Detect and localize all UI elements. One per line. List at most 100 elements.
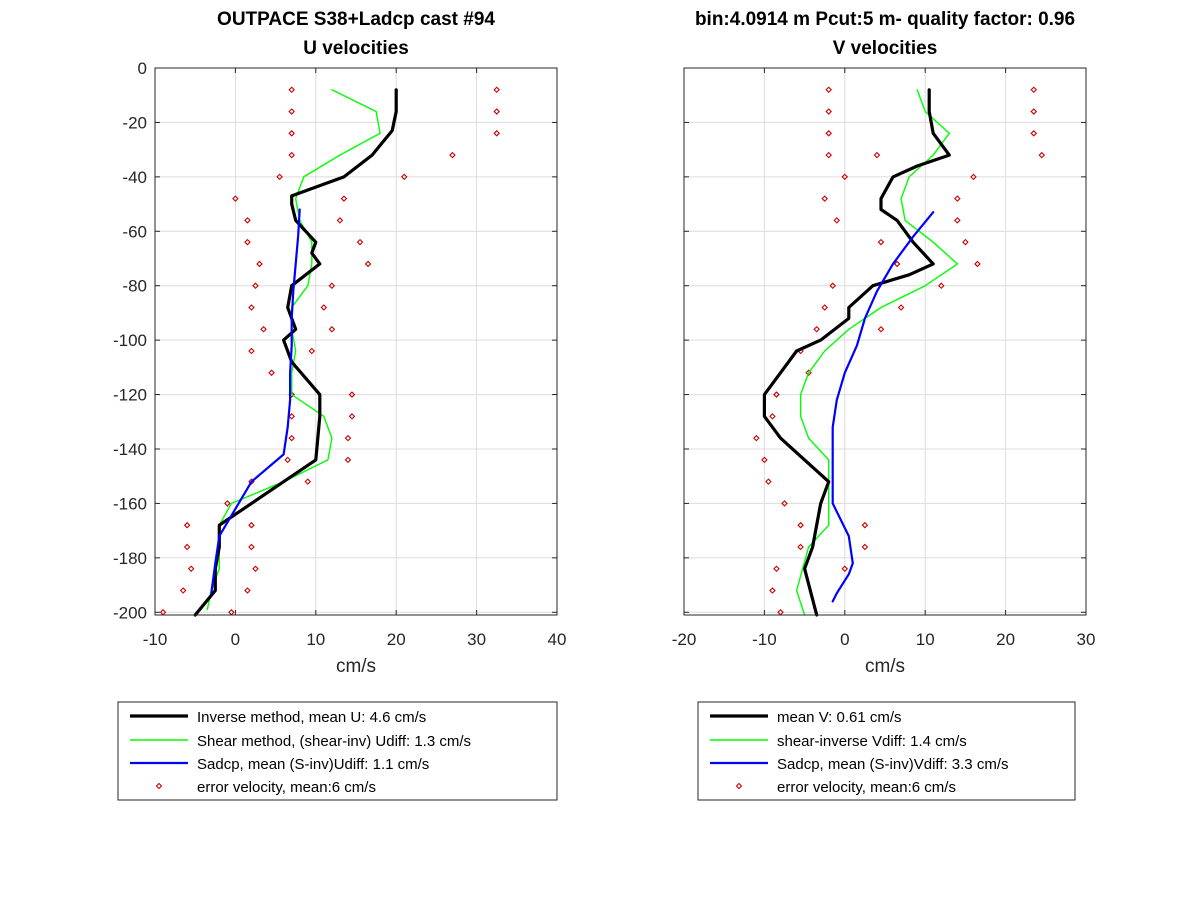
- u-error-marker: [336, 217, 344, 224]
- u-error-marker: [284, 456, 291, 464]
- u-xtick-label: 30: [467, 630, 486, 649]
- u-error-marker: [244, 217, 251, 224]
- v-error-marker: [825, 151, 832, 159]
- v-error-marker: [861, 543, 869, 551]
- v-error-marker: [753, 434, 760, 442]
- v-error-marker: [821, 195, 828, 202]
- v-error-marker: [877, 238, 885, 246]
- v-error-marker: [1030, 108, 1038, 115]
- v-error-marker: [1030, 86, 1038, 94]
- u-error-marker: [183, 521, 191, 529]
- v-plot-xlabel: cm/s: [865, 656, 905, 677]
- u-ytick-label: -120: [113, 386, 147, 405]
- u-ytick-label: -40: [122, 168, 147, 187]
- v-error-marker: [781, 500, 788, 507]
- u-xtick-label: 0: [231, 630, 240, 649]
- v-sadcp-line: [831, 211, 935, 603]
- u-error-marker: [179, 587, 187, 594]
- u-error-marker: [288, 151, 295, 159]
- v-error-marker: [1038, 151, 1046, 159]
- u-ytick-label: 0: [138, 59, 147, 78]
- v-error-marker: [873, 151, 881, 159]
- v-error-marker: [765, 478, 772, 485]
- u-error-marker: [224, 500, 231, 507]
- u-ytick-label: -80: [122, 277, 147, 296]
- v-error-marker: [797, 543, 804, 551]
- u-error-marker: [260, 325, 267, 333]
- u-legend-label-inverse: Inverse method, mean U: 4.6 cm/s: [197, 709, 426, 726]
- v-error-marker: [825, 130, 832, 137]
- v-error-marker: [769, 587, 776, 594]
- v-inverse-line: [762, 88, 951, 617]
- v-legend-label-sadcp: Sadcp, mean (S-inv)Vdiff: 3.3 cm/s: [777, 756, 1008, 773]
- u-xtick-label: -10: [143, 630, 168, 649]
- u-sadcp-line: [210, 208, 301, 595]
- u-ytick-label: -200: [113, 603, 147, 622]
- u-xtick-label: 10: [306, 630, 325, 649]
- v-error-marker: [1030, 130, 1038, 137]
- u-error-marker: [320, 304, 328, 311]
- v-legend-box: [697, 701, 1076, 801]
- v-error-marker: [833, 217, 841, 224]
- v-error-marker: [805, 369, 812, 377]
- u-error-marker: [449, 151, 456, 159]
- u-error-marker: [288, 413, 295, 420]
- u-legend-box: [117, 701, 558, 801]
- u-error-marker: [288, 130, 295, 137]
- v-error-marker: [861, 521, 869, 529]
- u-error-marker: [244, 238, 251, 246]
- u-error-marker: [276, 173, 283, 181]
- u-error-marker: [248, 304, 255, 311]
- v-xtick-label: 0: [840, 630, 849, 649]
- u-xtick-label: 20: [387, 630, 406, 649]
- u-error-marker: [248, 521, 255, 529]
- u-error-marker: [244, 587, 251, 594]
- u-error-marker: [328, 325, 336, 333]
- u-plot-title-line1: OUTPACE S38+Ladcp cast #94: [217, 9, 495, 30]
- u-error-marker: [187, 565, 195, 573]
- v-error-marker: [813, 325, 820, 333]
- u-ytick-label: -60: [122, 222, 147, 241]
- u-error-marker: [252, 565, 259, 573]
- u-error-marker: [248, 543, 255, 551]
- u-error-marker: [288, 434, 295, 442]
- u-error-marker: [183, 543, 191, 551]
- u-error-marker: [288, 86, 295, 94]
- v-error-marker: [841, 173, 849, 181]
- u-ytick-label: -100: [113, 331, 147, 350]
- u-ytick-label: -160: [113, 494, 147, 513]
- v-plot-title-line2: V velocities: [833, 38, 938, 59]
- v-xtick-label: 30: [1077, 630, 1096, 649]
- u-error-marker: [344, 434, 352, 442]
- v-xtick-label: -20: [672, 630, 697, 649]
- u-error-marker: [256, 260, 263, 268]
- u-error-marker: [288, 108, 295, 115]
- u-ytick-label: -20: [122, 113, 147, 132]
- u-error-marker: [348, 391, 356, 398]
- u-plot-legend: Inverse method, mean U: 4.6 cm/s Shear m…: [117, 701, 558, 801]
- v-error-marker: [773, 565, 780, 573]
- v-velocity-plot: bin:4.0914 m Pcut:5 m- quality factor: 0…: [672, 9, 1096, 801]
- v-error-marker: [773, 391, 780, 398]
- u-error-marker: [248, 347, 255, 355]
- u-ytick-label: -180: [113, 549, 147, 568]
- u-velocity-plot: OUTPACE S38+Ladcp cast #94 U velocities …: [113, 9, 566, 801]
- u-plot-series: [159, 86, 500, 617]
- u-xtick-label: 40: [548, 630, 567, 649]
- v-error-marker: [769, 413, 776, 420]
- u-legend-label-shear: Shear method, (shear-inv) Udiff: 1.3 cm/…: [197, 733, 471, 750]
- v-plot-grid: [684, 68, 1086, 615]
- v-error-marker: [954, 217, 961, 224]
- v-legend-label-shear: shear-inverse Vdiff: 1.4 cm/s: [777, 733, 967, 750]
- u-plot-ticks: -10 0 10 20 30 400-20-40-60-80-100-120-140-16…: [113, 59, 566, 649]
- u-plot-frame: [154, 67, 558, 616]
- v-legend-label-error: error velocity, mean:6 cm/s: [777, 779, 956, 796]
- v-error-marker: [841, 565, 849, 573]
- v-error-marker: [893, 260, 901, 268]
- v-error-marker: [962, 238, 969, 246]
- v-error-marker: [821, 304, 828, 311]
- v-error-marker: [954, 195, 961, 202]
- v-error-marker: [938, 282, 945, 289]
- v-error-marker: [970, 173, 977, 181]
